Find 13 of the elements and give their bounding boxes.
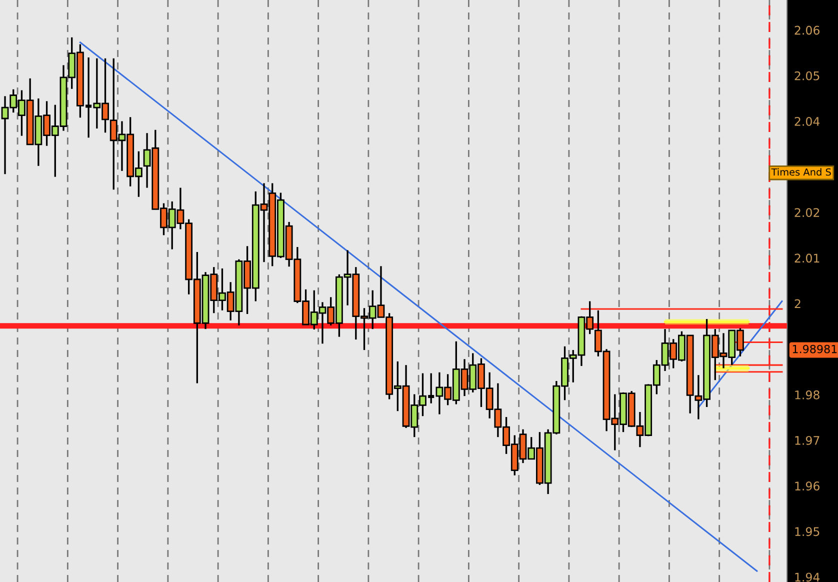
- y-tick-label: 1.94: [795, 572, 820, 582]
- y-tick-label: 1.98: [795, 390, 820, 400]
- y-tick-label: 1.97: [795, 436, 820, 445]
- annotation: Times And S: [771, 168, 831, 176]
- text: 1.98981: [792, 344, 837, 354]
- y-tick-label: 2.04: [794, 116, 820, 126]
- y-tick-label: 2.05: [794, 71, 820, 80]
- y-tick-label: 2.01: [794, 254, 820, 263]
- y-tick-label: 1.95: [795, 527, 820, 536]
- y-tick-label: 2.06: [794, 26, 820, 35]
- y-tick-label: 2.02: [794, 208, 820, 218]
- y-tick-label: 1.96: [795, 482, 820, 490]
- y-tick-label: 2: [794, 299, 800, 308]
